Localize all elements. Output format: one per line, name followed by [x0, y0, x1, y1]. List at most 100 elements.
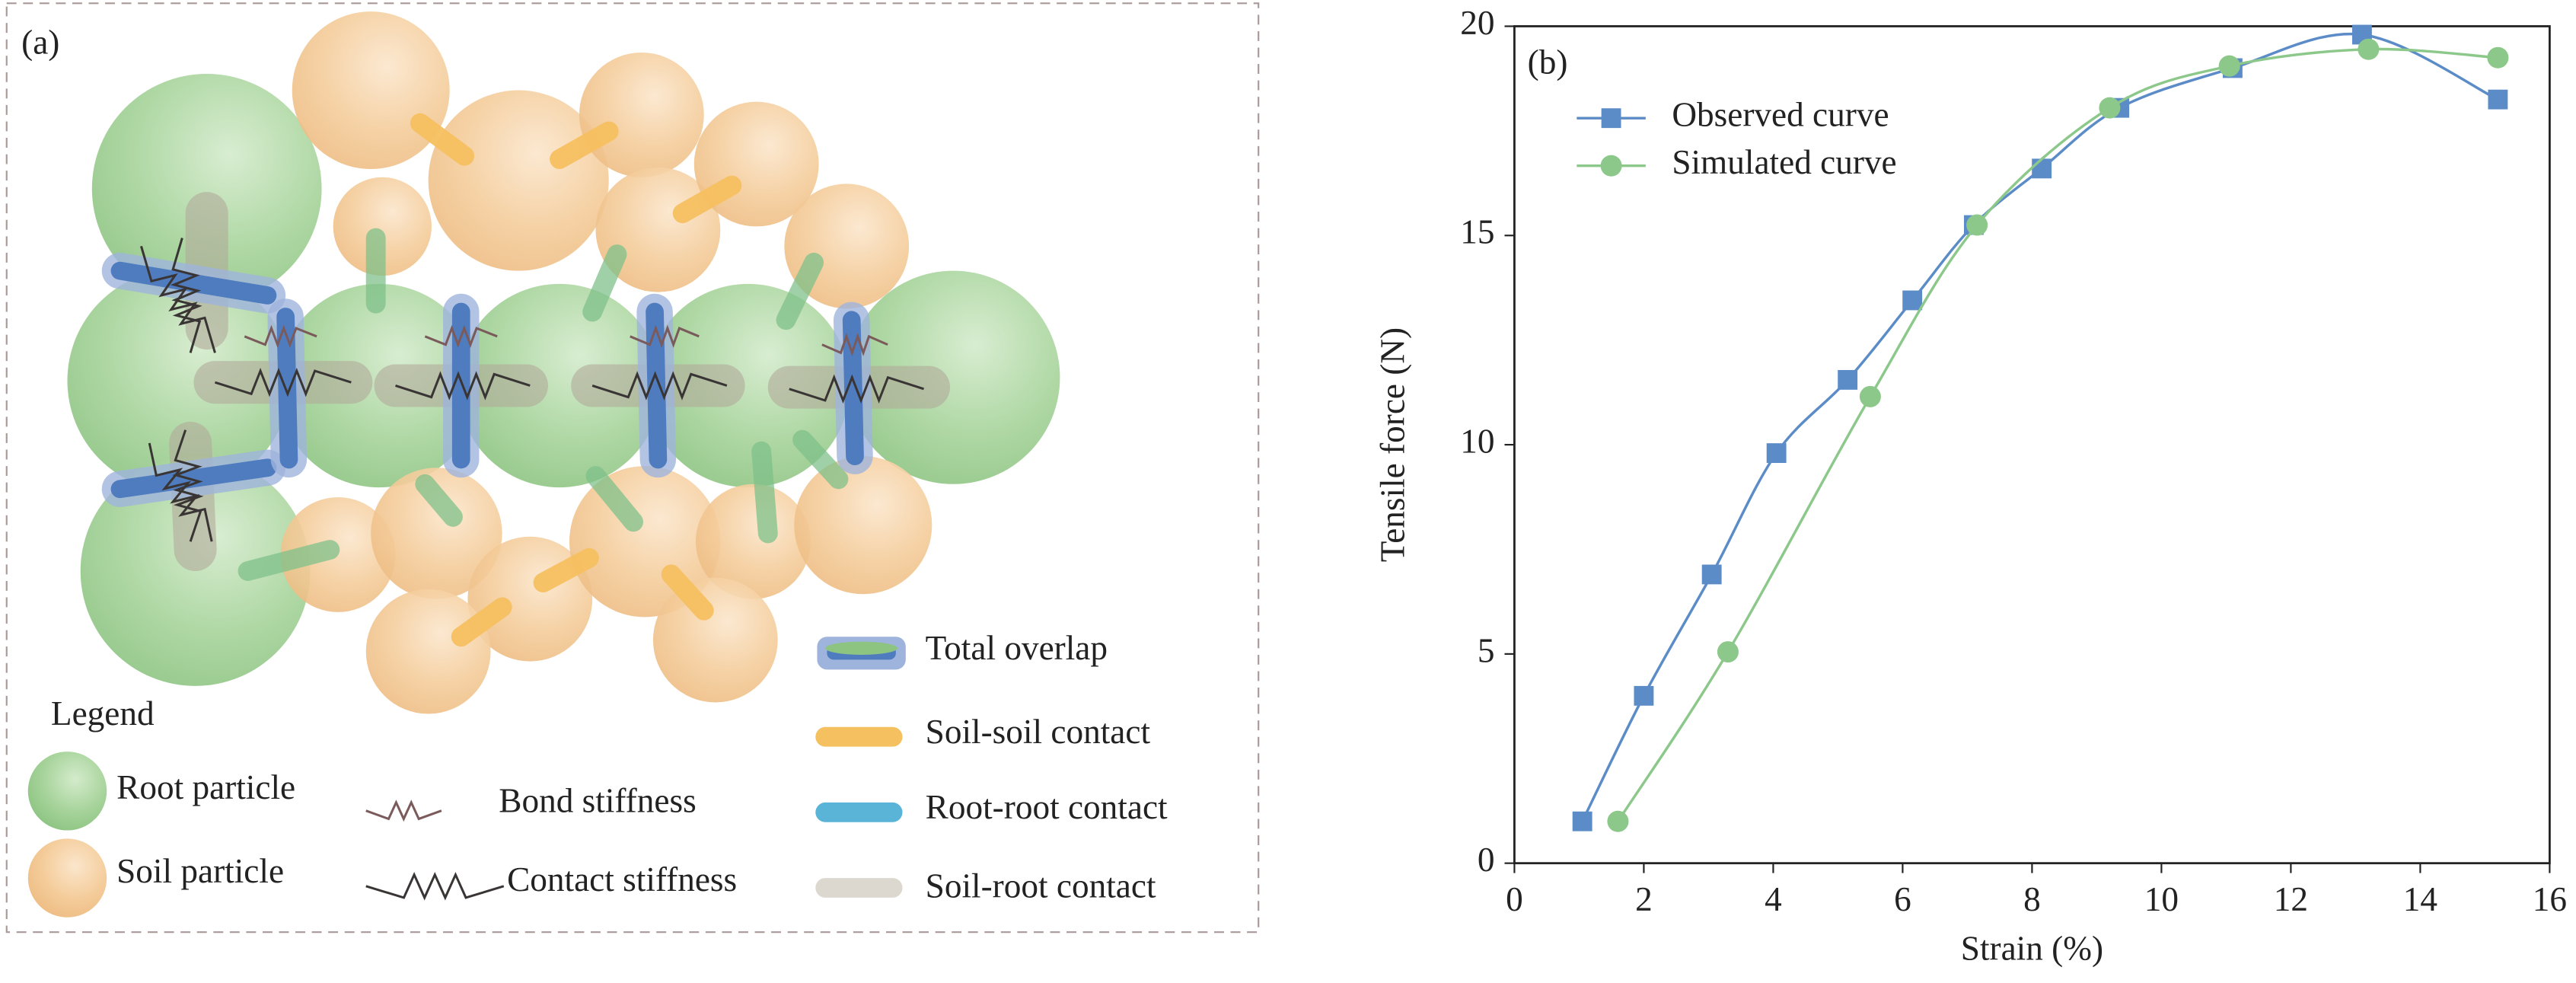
data-point: [1966, 214, 1988, 236]
spring: [365, 799, 442, 822]
legend-text: Root particle: [116, 768, 295, 806]
contact: [672, 175, 742, 224]
spring: [591, 371, 728, 401]
y-axis-label: Tensile force (N): [1374, 327, 1412, 562]
panel-label: (a): [21, 24, 59, 62]
x-tick-label: 14: [2403, 880, 2437, 918]
spring: [821, 333, 888, 357]
legend-label: Observed curve: [1672, 96, 1889, 134]
spring: [365, 872, 505, 901]
chart: 0 2 4 6 8 10 12 14 16 0 5 10 15 20 Strain (%) Tensile f…: [1374, 4, 2567, 968]
x-tick-label: 16: [2533, 880, 2567, 918]
legend-label: Simulated curve: [1672, 143, 1896, 181]
contact: [582, 244, 627, 322]
data-point: [1634, 685, 1654, 706]
legend-title: Legend: [51, 694, 155, 732]
legend-text: Soil-soil contact: [926, 713, 1151, 751]
spring: [215, 367, 352, 397]
contact: [238, 540, 340, 581]
contact: [792, 429, 849, 490]
root-particle: [80, 456, 311, 686]
data-point: [1766, 443, 1787, 463]
legend-marker: [1600, 155, 1622, 177]
contact: [842, 311, 864, 466]
contact: [451, 597, 512, 647]
contact: [646, 302, 668, 469]
x-tick-label: 0: [1506, 880, 1523, 918]
x-tick-label: 6: [1894, 880, 1911, 918]
contact: [661, 564, 714, 621]
data-point: [2358, 38, 2380, 60]
legend-soil-swatch: [27, 838, 107, 918]
legend-root-swatch: [27, 752, 107, 831]
soil-particle: [652, 577, 778, 703]
panel-label: (b): [1528, 43, 1568, 81]
soil-particle: [695, 484, 811, 599]
y-tick-label: 10: [1460, 422, 1494, 460]
x-tick-label: 10: [2144, 880, 2179, 918]
soil-particle: [371, 468, 502, 599]
spring: [170, 238, 202, 353]
series-line: [1616, 47, 2498, 822]
contact: [550, 121, 619, 169]
data-point: [2032, 158, 2052, 179]
contact: [410, 113, 474, 166]
legend-text: Contact stiffness: [507, 860, 737, 898]
root-particle: [91, 73, 322, 304]
contact: [110, 261, 277, 305]
soil-particle: [292, 11, 450, 169]
data-point: [2487, 46, 2509, 69]
data-point: [2488, 89, 2508, 110]
contact: [533, 547, 599, 593]
soil-particle: [579, 52, 704, 177]
soil-particle: [794, 456, 933, 595]
spring: [630, 324, 700, 349]
plot-frame: [1513, 25, 2551, 865]
data-point: [1838, 369, 1858, 390]
y-tick-label: 0: [1478, 841, 1495, 879]
data-point: [1701, 564, 1722, 585]
soil-particle: [365, 589, 491, 714]
y-tick-label: 15: [1460, 213, 1494, 251]
contact: [276, 308, 298, 469]
spring: [244, 324, 317, 348]
legend-text: Root-root contact: [926, 788, 1168, 826]
spring: [148, 442, 213, 542]
data-point: [2218, 55, 2240, 77]
legend-text: Total overlap: [926, 629, 1108, 667]
spring: [424, 324, 498, 348]
legend-text: Soil particle: [116, 852, 284, 890]
contact: [415, 474, 463, 527]
legend-marker: [1601, 108, 1621, 129]
contact: [110, 458, 277, 499]
data-point: [1572, 811, 1592, 831]
soil-particle: [333, 177, 432, 276]
legend-text: Bond stiffness: [499, 781, 696, 819]
root-particle: [457, 283, 662, 488]
data-point: [1607, 810, 1629, 832]
x-tick-label: 12: [2274, 880, 2308, 918]
y-tick-label: 20: [1460, 4, 1494, 42]
contact: [585, 466, 643, 532]
data-point: [1859, 385, 1881, 407]
root-particle: [846, 270, 1060, 484]
x-tick-label: 4: [1765, 880, 1782, 918]
spring: [395, 371, 531, 401]
data-point: [1902, 290, 1923, 311]
x-tick-label: 8: [2023, 880, 2041, 918]
data-point: [2099, 97, 2121, 119]
contact: [776, 252, 824, 330]
panel-frame: [5, 2, 1260, 934]
legend-text: Soil-root contact: [926, 867, 1156, 905]
diagram: [27, 11, 1060, 918]
x-tick-label: 2: [1635, 880, 1653, 918]
data-point: [1717, 641, 1739, 663]
x-axis-label: Strain (%): [1961, 929, 2103, 967]
series-line: [1581, 32, 2499, 822]
soil-particle: [428, 90, 609, 271]
y-tick-label: 5: [1478, 631, 1495, 669]
legend-overlap-swatch: [825, 641, 898, 655]
spring: [172, 429, 204, 542]
contact: [751, 441, 778, 544]
